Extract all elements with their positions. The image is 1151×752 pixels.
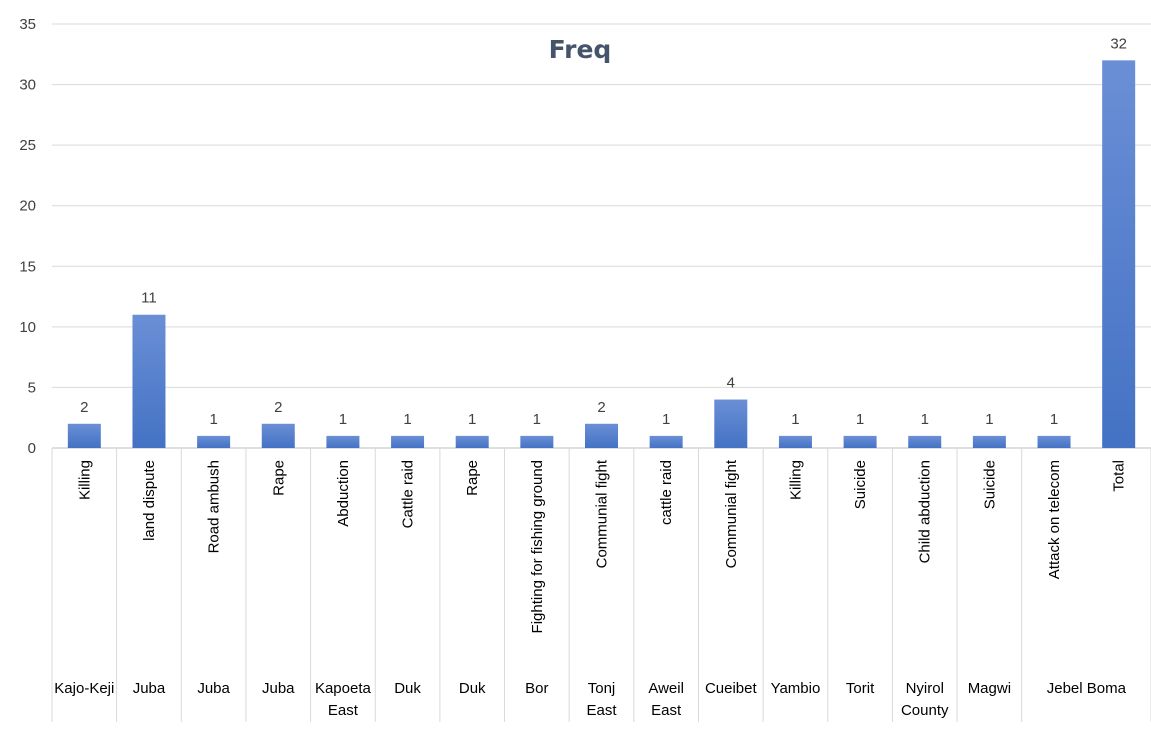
category-label: Killing: [787, 460, 804, 500]
bar: [520, 435, 554, 448]
group-label: Duk: [394, 680, 421, 697]
group-labels: Kajo-Keji Juba Juba Juba Kapoeta East Duk Duk Bo…: [54, 680, 1126, 719]
bar: [132, 314, 166, 448]
category-label: Rape: [270, 460, 287, 496]
y-tick-label: 25: [19, 137, 36, 154]
data-label: 2: [80, 399, 88, 416]
group-label: Kajo-Keji: [54, 680, 114, 697]
bar: [843, 435, 877, 448]
gridlines: [52, 23, 1151, 449]
bars: [67, 60, 1136, 448]
data-label: 1: [791, 411, 799, 428]
category-label: Suicide: [981, 460, 998, 509]
data-label: 1: [209, 411, 217, 428]
data-label: 32: [1110, 35, 1127, 52]
data-label: 1: [468, 411, 476, 428]
y-tick-label: 0: [28, 440, 36, 457]
category-label: Abduction: [335, 460, 352, 527]
data-label: 1: [1050, 411, 1058, 428]
bar: [908, 435, 942, 448]
category-label: Road ambush: [206, 460, 223, 553]
bar: [197, 435, 231, 448]
data-label: 1: [339, 411, 347, 428]
group-label: East: [328, 702, 359, 719]
data-label: 4: [727, 375, 735, 392]
category-label: Communial fight: [594, 459, 611, 568]
category-label: Cattle raid: [400, 460, 417, 528]
bar: [972, 435, 1006, 448]
bar: [391, 435, 425, 448]
bar: [649, 435, 683, 448]
category-label: Fighting for fishing ground: [529, 460, 546, 633]
group-label: Juba: [133, 680, 166, 697]
bar: [1037, 435, 1071, 448]
bar: [261, 423, 295, 448]
y-tick-label: 15: [19, 258, 36, 275]
group-label: Jebel Boma: [1047, 680, 1127, 697]
y-axis: 0 5 10 15 20 25 30 35: [19, 16, 36, 457]
group-label: Tonj: [588, 680, 616, 697]
data-label: 1: [921, 411, 929, 428]
category-label: Child abduction: [917, 460, 934, 563]
group-label: Magwi: [968, 680, 1011, 697]
category-label: cattle raid: [658, 460, 675, 525]
group-label: Aweil: [648, 680, 684, 697]
category-labels: Killing land dispute Road ambush Rape Abduct…: [76, 459, 1127, 633]
bar: [67, 423, 101, 448]
group-label: Cueibet: [705, 680, 758, 697]
data-label: 11: [141, 290, 157, 307]
bar: [455, 435, 489, 448]
data-label: 1: [533, 411, 541, 428]
category-label: Total: [1111, 460, 1128, 492]
y-tick-label: 10: [19, 319, 36, 336]
data-label: 1: [856, 411, 864, 428]
group-label: Nyirol: [906, 680, 944, 697]
category-label: Attack on telecom: [1046, 460, 1063, 579]
group-label: Duk: [459, 680, 486, 697]
category-axis-frame: [51, 448, 1151, 722]
bar: [778, 435, 812, 448]
group-label: Juba: [262, 680, 295, 697]
data-label: 1: [985, 411, 993, 428]
bar: [585, 423, 618, 448]
group-label: County: [901, 702, 949, 719]
y-tick-label: 5: [28, 379, 36, 396]
group-label: Juba: [197, 680, 230, 697]
category-label: Communial fight: [723, 459, 740, 568]
data-label: 2: [274, 399, 282, 416]
y-tick-label: 20: [19, 198, 36, 215]
group-label: Bor: [525, 680, 548, 697]
chart-title: Freq: [549, 35, 612, 64]
group-label: Yambio: [771, 680, 821, 697]
data-label: 1: [662, 411, 670, 428]
y-tick-label: 35: [19, 16, 36, 33]
bar: [714, 399, 748, 448]
bar: [326, 435, 360, 448]
group-label: Kapoeta: [315, 680, 372, 697]
group-label: Torit: [846, 680, 875, 697]
group-label: East: [651, 702, 682, 719]
data-label: 2: [597, 399, 605, 416]
category-label: Rape: [464, 460, 481, 496]
category-label: land dispute: [141, 460, 158, 541]
category-label: Killing: [76, 460, 93, 500]
category-label: Suicide: [852, 460, 869, 509]
data-label: 1: [403, 411, 411, 428]
y-tick-label: 30: [19, 77, 36, 94]
bar: [1102, 60, 1136, 448]
group-label: East: [586, 702, 617, 719]
